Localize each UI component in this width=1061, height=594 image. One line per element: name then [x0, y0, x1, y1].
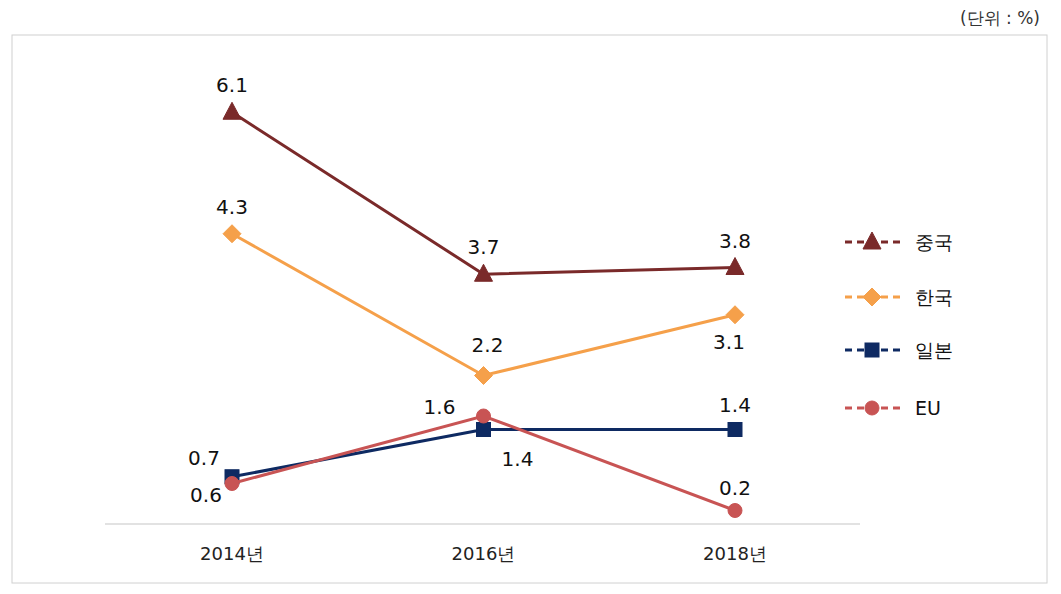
data-label: 3.7: [468, 235, 500, 259]
data-label: 1.4: [502, 447, 534, 471]
marker: [477, 423, 491, 437]
chart: (단위 : %) 2014년 2016년 2018년 6.1 3.7 3.8 4.3 2.2 3.…: [0, 0, 1061, 594]
marks: [223, 102, 744, 517]
x-tick-label: 2016년: [452, 543, 516, 564]
x-axis-line: [105, 523, 860, 525]
data-label: 1.6: [424, 395, 456, 419]
data-label: 4.3: [216, 195, 248, 219]
series-line: [232, 112, 735, 274]
legend-marker: [865, 343, 879, 357]
data-label: 1.4: [719, 393, 751, 417]
legend-label: EU: [915, 397, 941, 419]
data-label: 0.6: [190, 483, 222, 507]
marker: [728, 423, 742, 437]
marker: [223, 225, 241, 243]
marker: [477, 409, 491, 423]
legend-marker: [863, 232, 881, 249]
x-tick-label: 2014년: [200, 543, 264, 564]
series-line: [232, 416, 735, 511]
marker: [223, 102, 241, 119]
legend-label: 중국: [915, 231, 953, 253]
marker: [726, 258, 744, 275]
frame: [12, 35, 1047, 583]
marker: [726, 306, 744, 324]
marker: [728, 504, 742, 518]
legend-label: 한국: [915, 286, 953, 308]
marker: [225, 477, 239, 491]
unit-label: (단위 : %): [960, 8, 1040, 28]
legend-marker: [863, 288, 881, 306]
x-tick-label: 2018년: [703, 543, 767, 564]
data-label: 3.1: [713, 330, 745, 354]
data-label: 0.2: [719, 476, 751, 500]
data-label: 0.7: [188, 446, 220, 470]
marker: [475, 367, 493, 385]
data-label: 2.2: [472, 333, 504, 357]
data-label: 3.8: [719, 229, 751, 253]
legend-marker: [865, 401, 879, 415]
marker: [475, 264, 493, 281]
legend-label: 일본: [915, 339, 953, 361]
legend: 중국한국일본 EU: [845, 231, 953, 419]
data-label: 6.1: [216, 73, 248, 97]
series-line: [232, 234, 735, 376]
